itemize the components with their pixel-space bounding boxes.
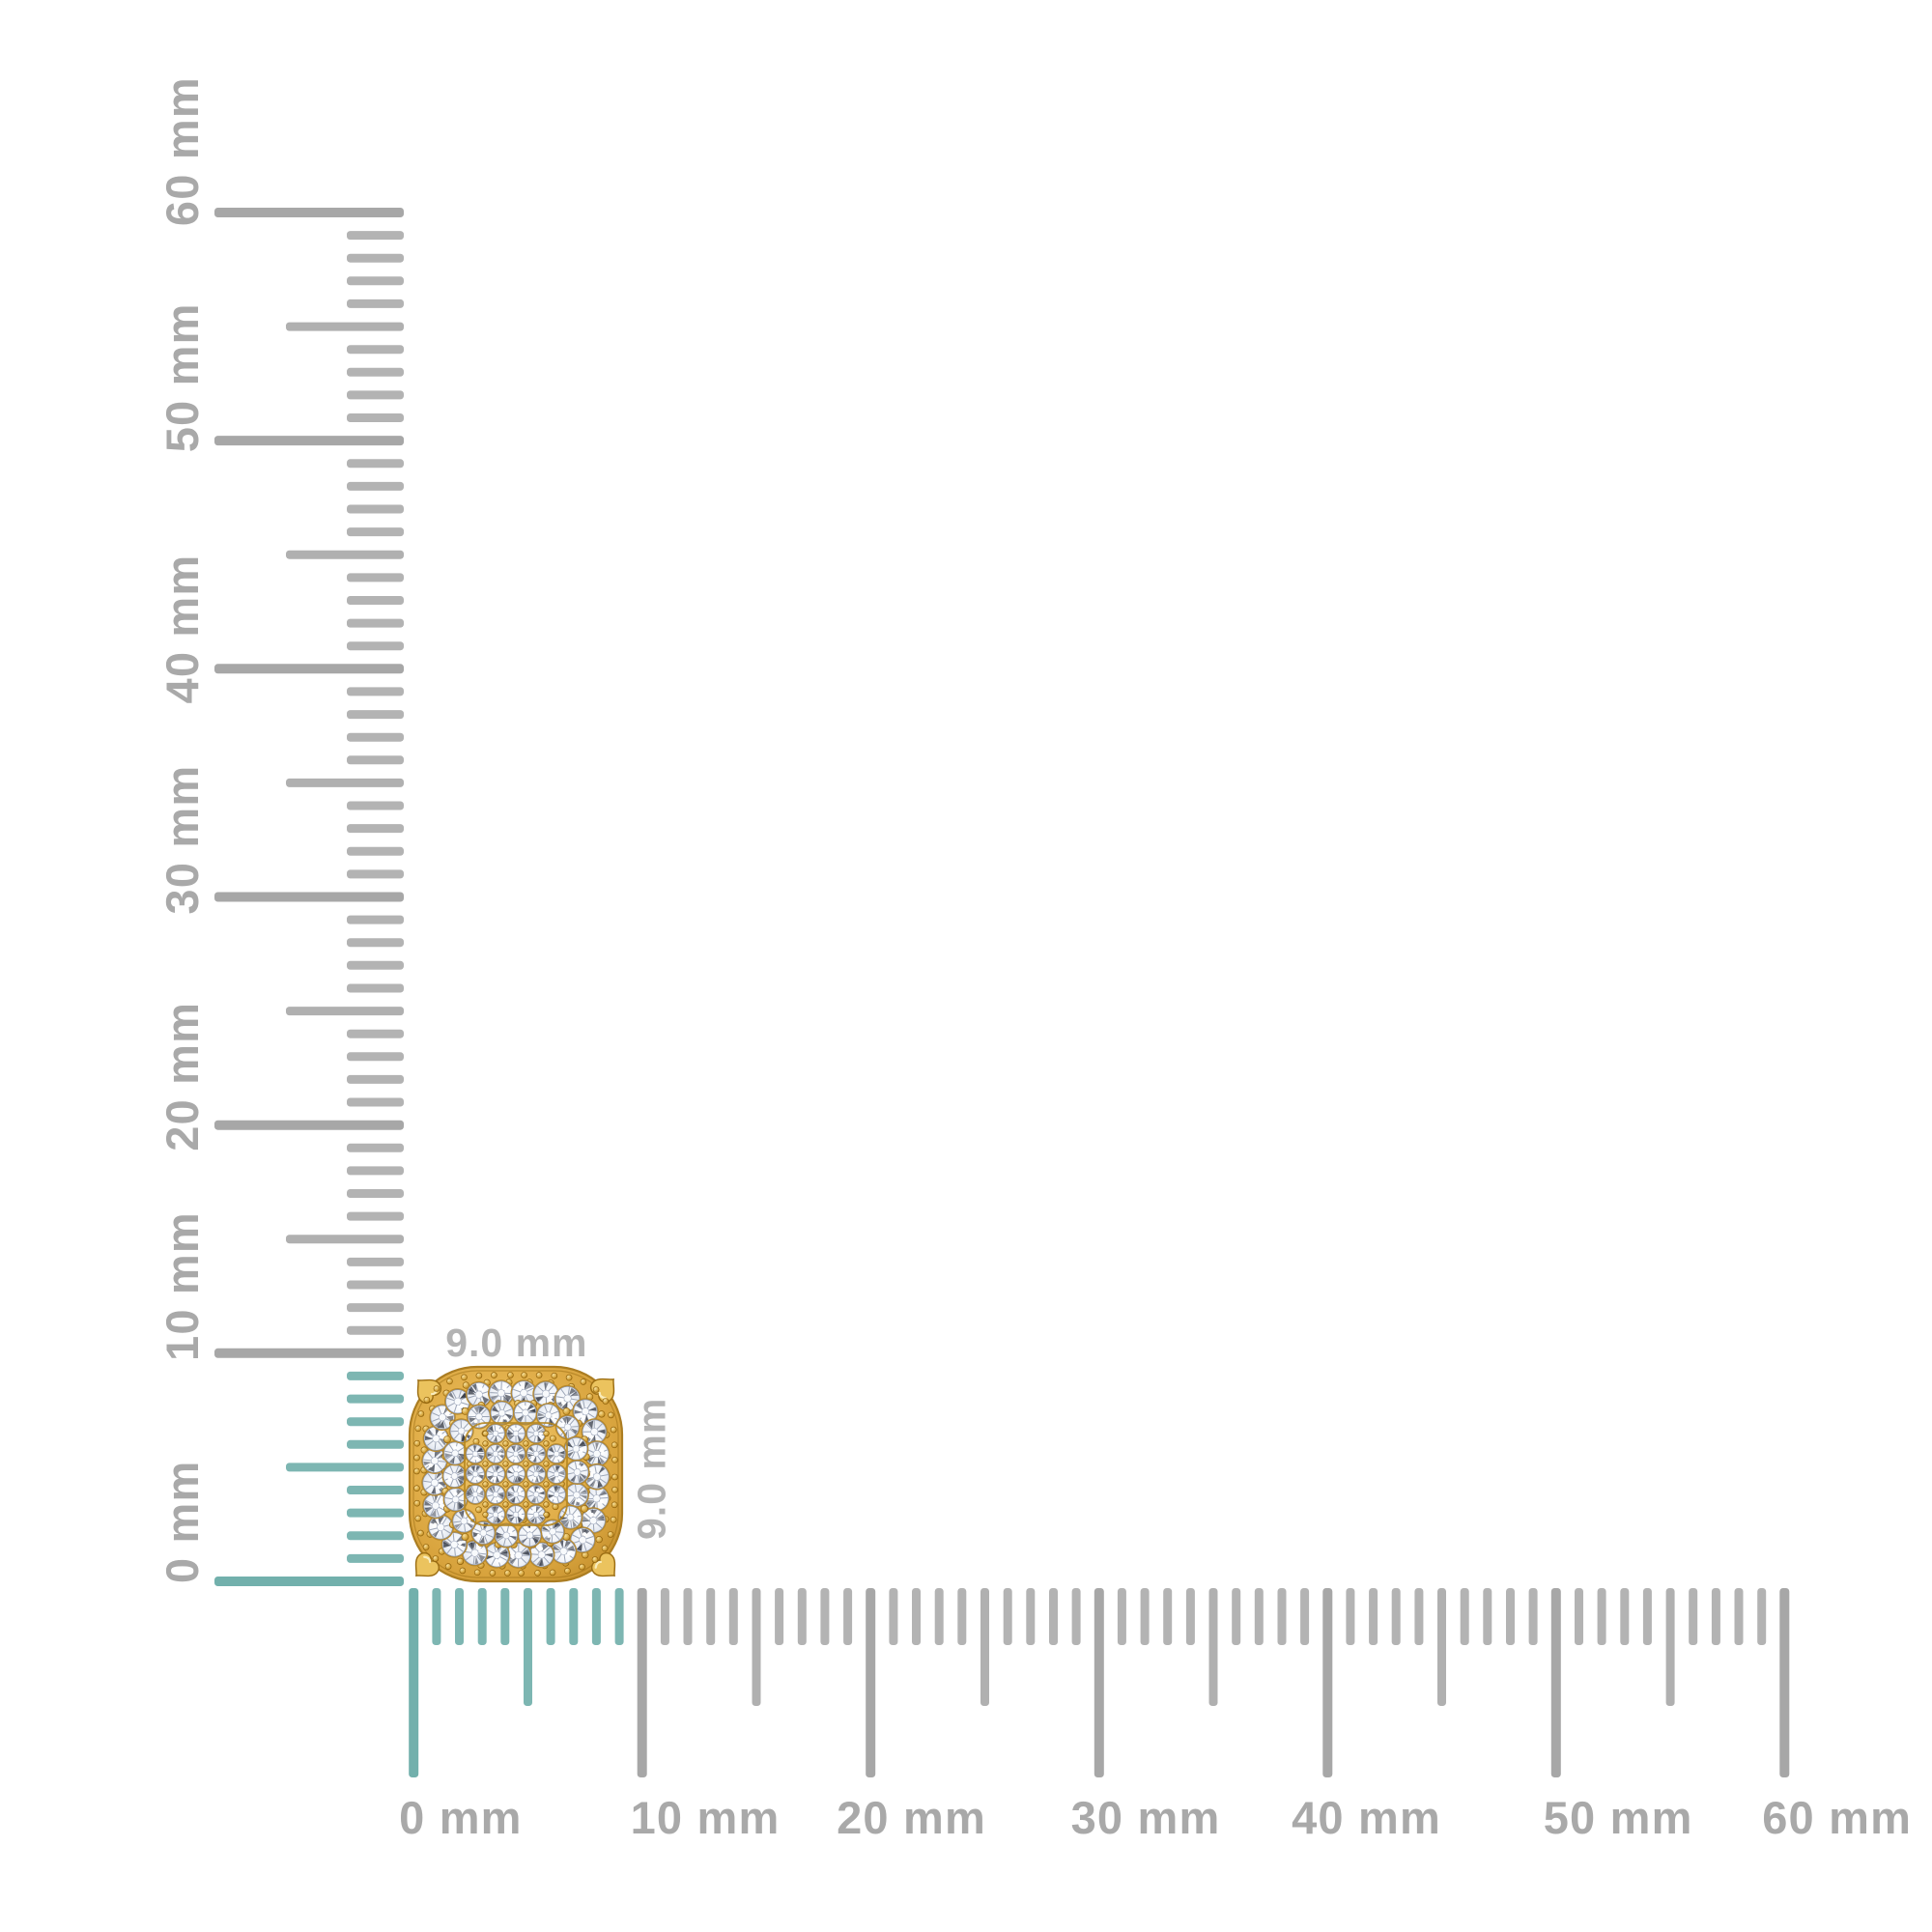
svg-text:50 mm: 50 mm (156, 302, 208, 452)
svg-text:9.0 mm: 9.0 mm (629, 1398, 673, 1540)
svg-text:30 mm: 30 mm (1071, 1792, 1221, 1843)
svg-text:60 mm: 60 mm (1762, 1792, 1912, 1843)
svg-text:0 mm: 0 mm (156, 1461, 208, 1584)
svg-text:0 mm: 0 mm (399, 1792, 523, 1843)
svg-text:10 mm: 10 mm (631, 1792, 781, 1843)
svg-text:50 mm: 50 mm (1544, 1792, 1693, 1843)
svg-text:40 mm: 40 mm (1292, 1792, 1441, 1843)
svg-text:10 mm: 10 mm (156, 1211, 208, 1361)
svg-text:20 mm: 20 mm (837, 1792, 986, 1843)
svg-text:20 mm: 20 mm (156, 1002, 208, 1151)
svg-text:40 mm: 40 mm (156, 554, 208, 704)
svg-text:9.0 mm: 9.0 mm (445, 1321, 587, 1365)
svg-text:60 mm: 60 mm (156, 76, 208, 226)
svg-text:30 mm: 30 mm (156, 765, 208, 915)
